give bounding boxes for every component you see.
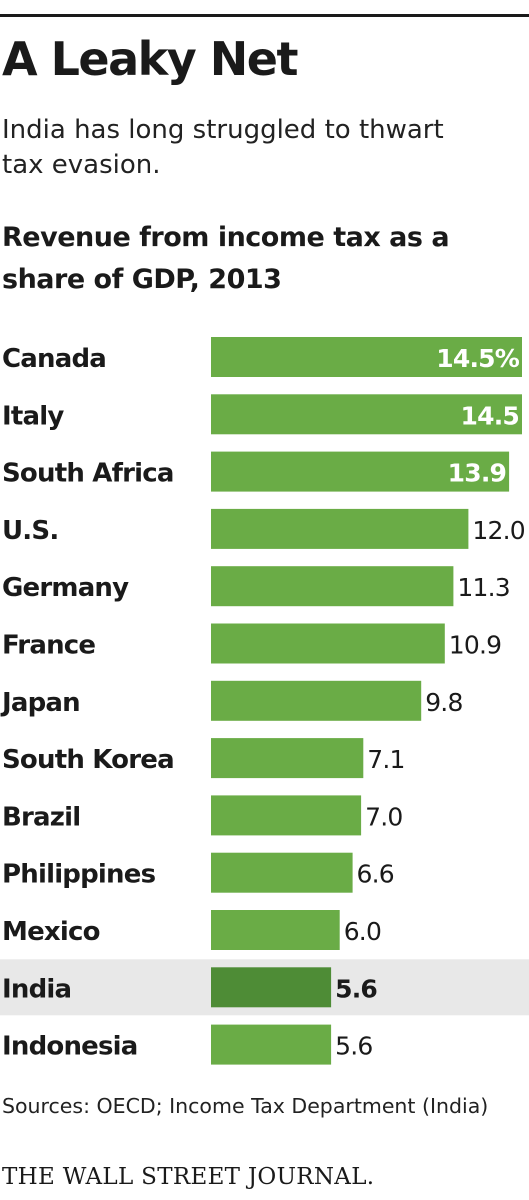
category-label-south-korea: South Korea [2,745,174,775]
value-label-south-korea: 7.1 [367,745,404,774]
bar-germany [211,566,454,607]
category-label-japan: Japan [0,688,80,718]
value-label-canada: 14.5% [436,344,519,373]
value-label-france: 10.9 [449,631,501,660]
category-label-u-s: U.S. [2,516,58,546]
bar-south-africa [211,451,510,492]
bar-india [211,967,332,1008]
bar-brazil [211,795,362,836]
bar-italy [211,394,522,435]
bar-chart: Canada 14.5% Italy 14.5 South Africa 13.9 U.S.… [0,337,529,1065]
category-label-mexico: Mexico [2,917,100,947]
headline: A Leaky Net [2,32,298,86]
category-label-italy: Italy [2,401,64,431]
chart-title: Revenue from income tax as a share of GD… [2,222,450,295]
value-label-india: 5.6 [335,974,377,1003]
category-label-india: India [2,974,71,1004]
value-label-brazil: 7.0 [365,802,402,831]
source-note: Sources: OECD; Income Tax Department (In… [2,1094,489,1118]
value-label-germany: 11.3 [457,573,509,602]
bar-japan [211,680,422,721]
category-label-france: France [2,631,95,661]
bar-south-korea [211,738,364,779]
value-label-u-s: 12.0 [472,516,524,545]
value-label-mexico: 6.0 [344,917,381,946]
bar-canada [211,337,522,377]
top-rule [0,14,529,17]
category-label-brazil: Brazil [2,802,80,832]
publisher-logo: THE WALL STREET JOURNAL. [2,1164,375,1190]
category-label-germany: Germany [2,573,129,603]
value-label-philippines: 6.6 [357,860,394,889]
value-label-south-africa: 13.9 [448,459,506,488]
bar-philippines [211,852,353,893]
value-label-japan: 9.8 [425,688,462,717]
bar-u-s [211,508,469,549]
value-label-indonesia: 5.6 [335,1032,372,1061]
category-label-south-africa: South Africa [2,459,174,489]
category-label-philippines: Philippines [2,860,156,890]
bar-france [211,623,445,664]
value-label-italy: 14.5 [461,401,519,430]
subtitle: India has long struggled to thwart tax e… [2,115,444,180]
category-label-canada: Canada [2,344,106,374]
category-label-indonesia: Indonesia [2,1032,138,1062]
bar-indonesia [211,1024,332,1065]
bar-mexico [211,910,340,950]
